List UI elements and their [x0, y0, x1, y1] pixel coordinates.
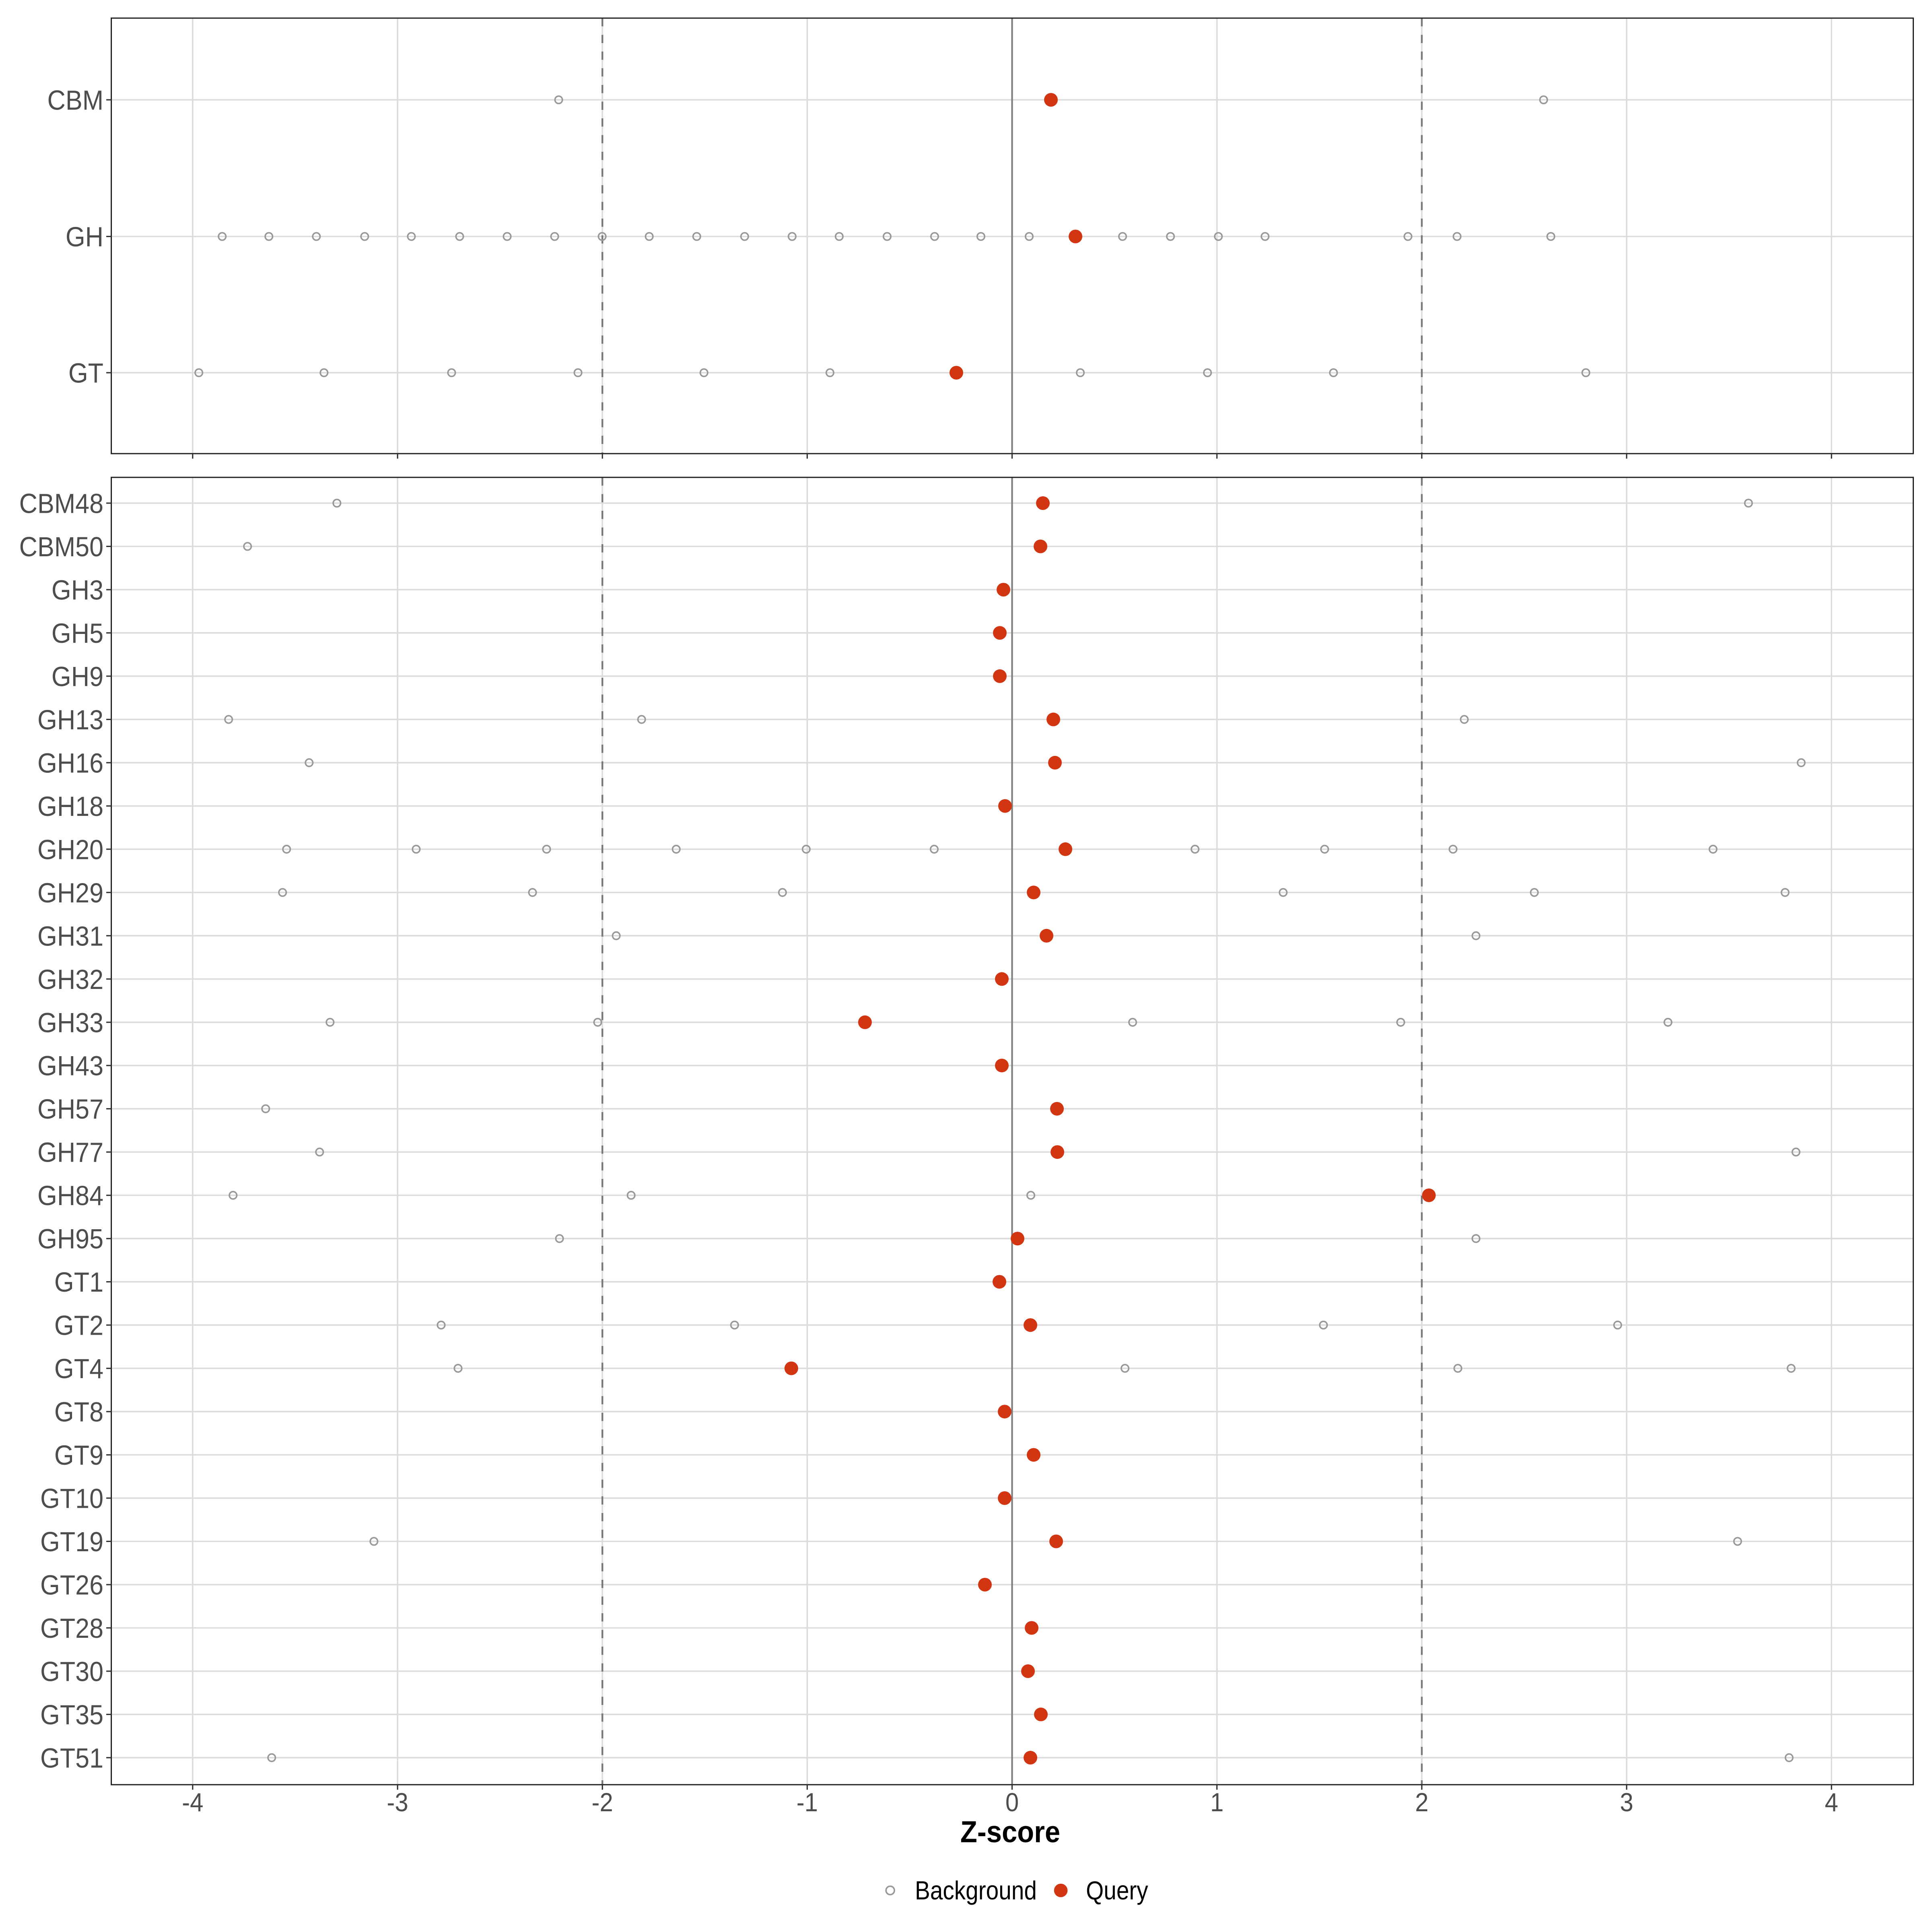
svg-text:GT8: GT8	[54, 1396, 103, 1427]
svg-text:GT26: GT26	[40, 1569, 103, 1600]
svg-text:GT10: GT10	[40, 1483, 103, 1514]
svg-text:GH9: GH9	[52, 661, 103, 692]
svg-text:-1: -1	[797, 1788, 818, 1817]
svg-text:CBM: CBM	[47, 85, 103, 116]
svg-text:GH5: GH5	[52, 617, 103, 648]
svg-text:GH13: GH13	[37, 704, 103, 735]
svg-text:GT30: GT30	[40, 1656, 103, 1687]
svg-text:GH31: GH31	[37, 921, 103, 952]
svg-text:-3: -3	[387, 1788, 408, 1817]
svg-text:4: 4	[1825, 1788, 1838, 1817]
svg-text:3: 3	[1620, 1788, 1633, 1817]
svg-text:GH77: GH77	[37, 1137, 103, 1168]
svg-text:GT: GT	[68, 357, 103, 388]
svg-text:GH43: GH43	[37, 1050, 103, 1081]
svg-text:0: 0	[1005, 1788, 1019, 1817]
svg-text:Z-score: Z-score	[960, 1815, 1060, 1849]
svg-text:GH57: GH57	[37, 1093, 103, 1124]
svg-text:GH16: GH16	[37, 747, 103, 778]
svg-text:GH29: GH29	[37, 877, 103, 908]
svg-text:2: 2	[1415, 1788, 1428, 1817]
svg-text:GH95: GH95	[37, 1223, 103, 1254]
svg-text:CBM50: CBM50	[19, 531, 103, 562]
svg-text:Query: Query	[1086, 1876, 1148, 1905]
svg-text:GH20: GH20	[37, 834, 103, 865]
svg-text:GH3: GH3	[52, 574, 103, 605]
svg-text:-2: -2	[592, 1788, 613, 1817]
svg-text:GT51: GT51	[40, 1742, 103, 1773]
svg-text:GT35: GT35	[40, 1699, 103, 1730]
svg-text:Background: Background	[915, 1876, 1037, 1905]
svg-text:CBM48: CBM48	[19, 488, 103, 519]
svg-text:GH32: GH32	[37, 964, 103, 995]
svg-text:GT2: GT2	[54, 1310, 103, 1341]
svg-text:-4: -4	[182, 1788, 203, 1817]
svg-text:1: 1	[1210, 1788, 1224, 1817]
svg-text:GH84: GH84	[37, 1180, 103, 1211]
svg-text:GT4: GT4	[54, 1353, 103, 1384]
svg-text:GH18: GH18	[37, 791, 103, 822]
svg-text:GT1: GT1	[54, 1266, 103, 1297]
svg-text:GT28: GT28	[40, 1612, 103, 1643]
svg-text:GH: GH	[66, 221, 103, 252]
svg-text:GH33: GH33	[37, 1007, 103, 1038]
svg-text:GT9: GT9	[54, 1439, 103, 1470]
svg-text:GT19: GT19	[40, 1526, 103, 1557]
